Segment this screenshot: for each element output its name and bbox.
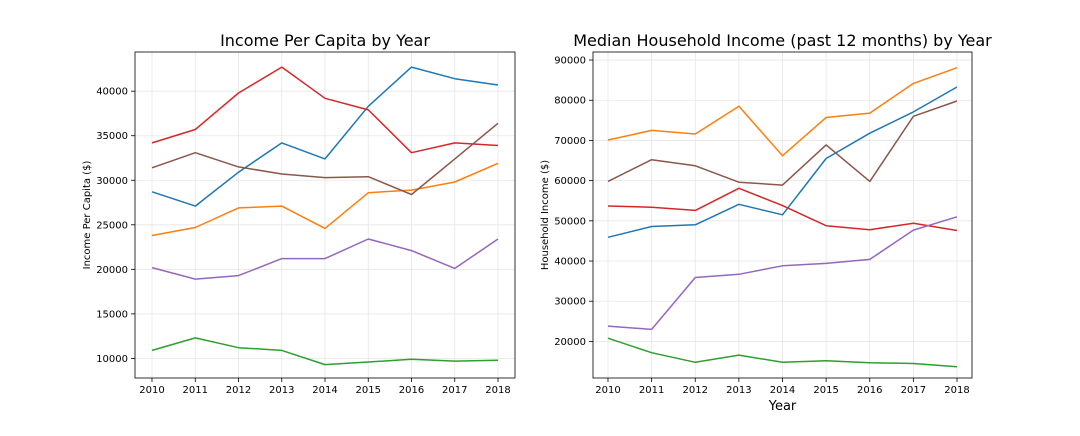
y-tick-label: 70000 bbox=[554, 136, 586, 147]
series-line-2 bbox=[607, 66, 958, 157]
series-line-4 bbox=[151, 66, 499, 154]
x-tick-label: 2017 bbox=[901, 385, 926, 396]
y-tick-label: 25000 bbox=[96, 220, 128, 231]
x-tick-label: 2013 bbox=[269, 385, 294, 396]
y-tick-label: 10000 bbox=[96, 354, 128, 365]
series-line-4 bbox=[607, 187, 958, 232]
x-tick-label: 2013 bbox=[726, 385, 751, 396]
series-line-1 bbox=[151, 66, 499, 207]
y-tick-label: 20000 bbox=[96, 265, 128, 276]
x-tick-label: 2015 bbox=[813, 385, 838, 396]
series-line-5 bbox=[607, 216, 958, 331]
y-tick-label: 35000 bbox=[96, 131, 128, 142]
y-tick-label: 50000 bbox=[554, 216, 586, 227]
y-tick-label: 20000 bbox=[554, 337, 586, 348]
x-tick-label: 2018 bbox=[485, 385, 510, 396]
chart-2: 2010 2011 2012 2013 2014 2015 2016 2017 2018 2000… bbox=[540, 31, 992, 414]
series-line-6 bbox=[607, 100, 958, 186]
y-axis-label: Household Income ($) bbox=[540, 160, 551, 270]
y-tick-label: 80000 bbox=[554, 96, 586, 107]
y-tick-label: 30000 bbox=[96, 176, 128, 187]
x-axis-label: Year bbox=[768, 399, 797, 414]
chart-1: 2010 2011 2012 2013 2014 2015 2016 2017 2018 1000… bbox=[82, 31, 516, 396]
x-tick-label: 2010 bbox=[595, 385, 620, 396]
x-tick-label: 2011 bbox=[639, 385, 664, 396]
y-tick-label: 30000 bbox=[554, 297, 586, 308]
x-tick-label: 2016 bbox=[399, 385, 424, 396]
y-tick-label: 40000 bbox=[554, 257, 586, 268]
series-line-6 bbox=[151, 122, 499, 196]
x-tick-label: 2014 bbox=[770, 385, 795, 396]
series-line-5 bbox=[151, 238, 499, 280]
x-tick-label: 2015 bbox=[356, 385, 381, 396]
chart-title: Income Per Capita by Year bbox=[220, 31, 430, 50]
series-line-3 bbox=[151, 337, 499, 366]
series-line-1 bbox=[607, 86, 958, 239]
x-tick-label: 2012 bbox=[683, 385, 708, 396]
y-tick-label: 40000 bbox=[96, 87, 128, 98]
x-tick-label: 2018 bbox=[944, 385, 969, 396]
y-tick-label: 15000 bbox=[96, 309, 128, 320]
x-tick-label: 2014 bbox=[312, 385, 337, 396]
chart-title: Median Household Income (past 12 months)… bbox=[573, 31, 992, 50]
x-tick-label: 2016 bbox=[857, 385, 882, 396]
x-tick-label: 2017 bbox=[442, 385, 467, 396]
series-line-3 bbox=[607, 337, 958, 368]
y-axis-label: Income Per Capita ($) bbox=[82, 161, 93, 270]
x-tick-label: 2011 bbox=[183, 385, 208, 396]
x-tick-label: 2010 bbox=[139, 385, 164, 396]
series-line-2 bbox=[151, 162, 499, 237]
y-tick-label: 90000 bbox=[554, 56, 586, 67]
y-tick-label: 60000 bbox=[554, 176, 586, 187]
x-tick-label: 2012 bbox=[226, 385, 251, 396]
